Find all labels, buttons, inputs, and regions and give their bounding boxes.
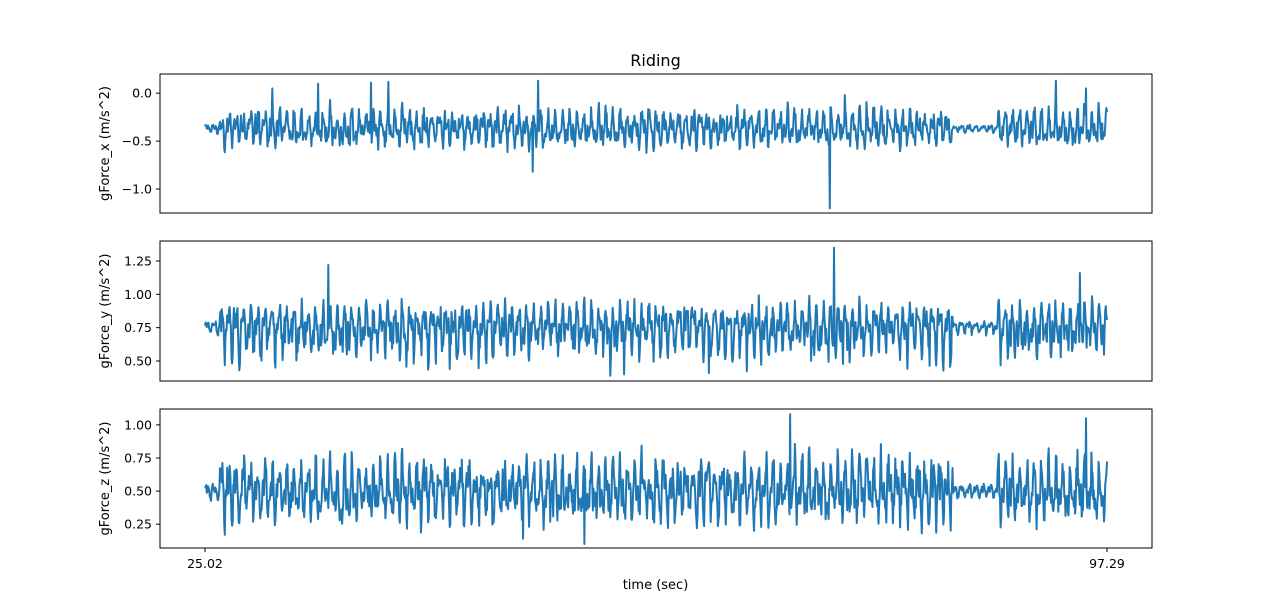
x-axis-label: time (sec) [623, 578, 689, 593]
y-tick-label-2-0: 1.00 [124, 417, 152, 432]
series-line-gforce-y [204, 246, 1108, 377]
y-tick-label-1-1: 1.00 [124, 287, 152, 302]
y-tick-label-1-2: 0.75 [124, 320, 152, 335]
subplot-gforce-y: 1.25 1.00 0.75 0.50 gForce_y (m/s^2) [98, 240, 1153, 382]
y-axis-label-gforce-x: gForce_x (m/s^2) [98, 86, 113, 201]
subplot-gforce-z: 1.00 0.75 0.50 0.25 gForce_z (m/s^2) [98, 408, 1153, 549]
y-tick-label-2-3: 0.25 [124, 517, 152, 532]
y-tick-label-2-1: 0.75 [124, 450, 152, 465]
axes-frame-gforce-x [159, 73, 1153, 214]
x-tick-label-0: 25.02 [187, 556, 223, 571]
y-tick-label-0-1: −0.5 [122, 134, 152, 149]
y-axis-label-gforce-y: gForce_y (m/s^2) [98, 254, 113, 369]
y-tick-label-2-2: 0.50 [124, 484, 152, 499]
y-tick-label-0-0: 0.0 [132, 86, 152, 101]
axes-frame-gforce-y [159, 240, 1153, 382]
y-tick-label-1-3: 0.50 [124, 354, 152, 369]
series-line-gforce-z [204, 413, 1108, 545]
y-tick-label-0-2: −1.0 [122, 182, 152, 197]
x-axis-ticks: 25.02 97.29 [187, 548, 1125, 571]
axes-frame-gforce-z [159, 408, 1153, 549]
series-line-gforce-x [204, 79, 1108, 210]
chart-title: Riding [630, 51, 680, 70]
subplot-gforce-x: 0.0 −0.5 −1.0 gForce_x (m/s^2) [98, 73, 1153, 214]
y-axis-label-gforce-z: gForce_z (m/s^2) [98, 421, 113, 535]
x-tick-label-1: 97.29 [1089, 556, 1125, 571]
y-tick-label-1-0: 1.25 [124, 254, 152, 269]
